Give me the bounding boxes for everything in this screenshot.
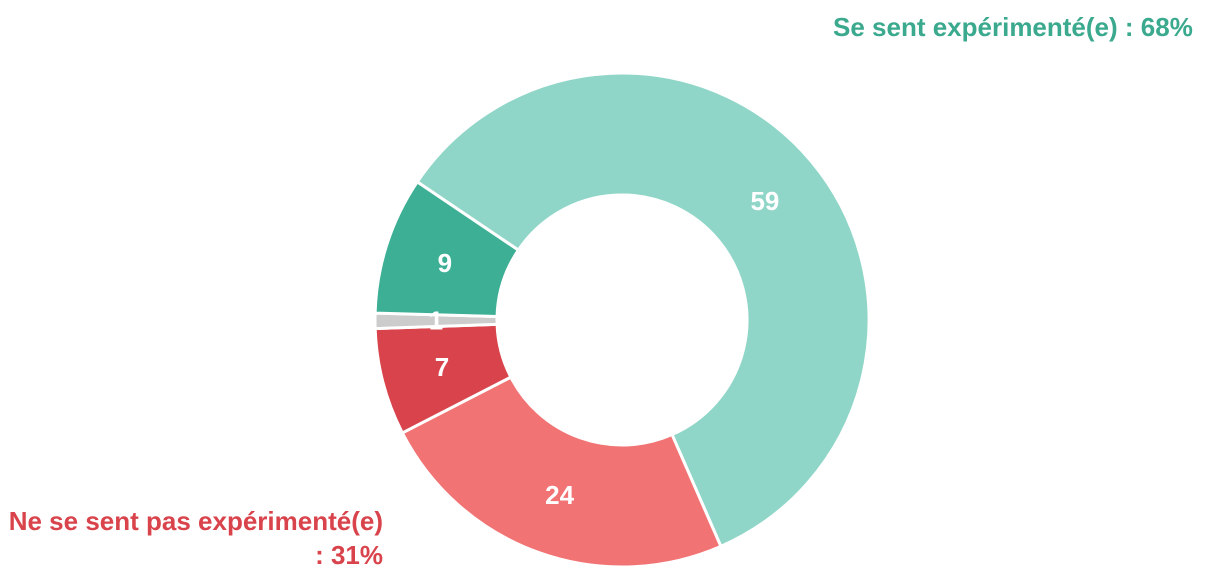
donut-segment — [400, 375, 723, 569]
data-label: 9 — [438, 248, 452, 278]
annotation: Se sent expérimenté(e) : 68% — [833, 12, 1193, 42]
donut-segment — [415, 71, 871, 549]
data-label: 1 — [429, 306, 443, 336]
donut-segment — [373, 179, 521, 319]
annotation: Ne se sent pas expérimenté(e) : 31% — [8, 506, 383, 570]
data-label: 24 — [545, 480, 574, 510]
data-label: 59 — [750, 186, 779, 216]
data-label: 7 — [435, 352, 449, 382]
